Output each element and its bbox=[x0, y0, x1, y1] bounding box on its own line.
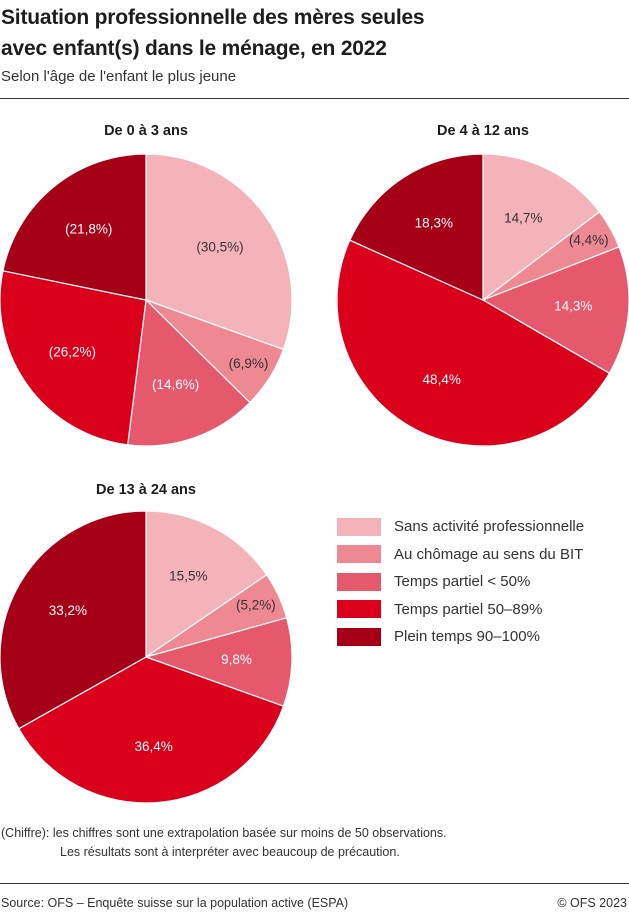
pie-slice bbox=[0, 270, 147, 446]
footer-divider bbox=[0, 883, 629, 884]
legend-label: Sans activité professionnelle bbox=[394, 518, 585, 535]
pie-slice-label: (6,9%) bbox=[229, 356, 269, 371]
pie-title-4-12: De 4 à 12 ans bbox=[437, 123, 529, 139]
pie-title-13-24: De 13 à 24 ans bbox=[96, 482, 196, 498]
pie-chart-0-3: (30,5%) (6,9%) (14,6%) (26,2%) (21,8%) bbox=[0, 153, 293, 447]
legend-item-partiel-lt50: Temps partiel < 50% bbox=[337, 569, 584, 594]
chart-title-line1: Situation professionnelle des mères seul… bbox=[1, 6, 425, 29]
pie-slice-label: (14,6%) bbox=[152, 377, 199, 392]
pie-slice-label: (30,5%) bbox=[196, 240, 243, 255]
legend-label: Au chômage au sens du BIT bbox=[394, 545, 584, 563]
footnote-line2: Les résultats sont à interpréter avec be… bbox=[60, 844, 400, 859]
legend-swatch bbox=[337, 600, 381, 618]
chart-title-line2: avec enfant(s) dans le ménage, en 2022 bbox=[1, 37, 387, 60]
legend-item-partiel-50-89: Temps partiel 50–89% bbox=[337, 597, 584, 622]
pie-slice-label: 36,4% bbox=[135, 739, 173, 754]
pie-slice bbox=[336, 239, 611, 447]
pie-slice bbox=[127, 298, 251, 447]
legend-swatch bbox=[337, 627, 381, 646]
legend-label: Plein temps 90–100% bbox=[394, 628, 540, 645]
copyright-text: © OFS 2023 bbox=[557, 896, 627, 910]
pie-slice bbox=[482, 153, 601, 302]
footnote: (Chiffre): les chiffres sont une extrapo… bbox=[1, 824, 447, 861]
header-divider bbox=[0, 98, 629, 99]
source-text: Source: OFS – Enquête suisse sur la popu… bbox=[1, 896, 349, 910]
chart-title: Situation professionnelle des mères seul… bbox=[1, 2, 621, 64]
pie-slice bbox=[17, 656, 285, 804]
pie-slice-label: (4,4%) bbox=[569, 232, 609, 247]
pie-slice-label: 14,7% bbox=[504, 211, 542, 226]
legend-item-chomage: Au chômage au sens du BIT bbox=[337, 542, 584, 567]
legend: Sans activité professionnelle Au chômage… bbox=[337, 514, 584, 652]
pie-slice-label: (5,2%) bbox=[236, 598, 276, 613]
pie-slice bbox=[0, 510, 147, 730]
chart-subtitle: Selon l'âge de l'enfant le plus jeune bbox=[1, 68, 237, 85]
pie-slice bbox=[145, 153, 293, 351]
pie-slice-label: 18,3% bbox=[415, 216, 453, 231]
legend-label: Temps partiel 50–89% bbox=[394, 600, 543, 618]
pie-slice-label: 33,2% bbox=[49, 603, 87, 618]
pie-slice-label: 15,5% bbox=[169, 569, 207, 584]
pie-slice-label: (21,8%) bbox=[65, 221, 112, 236]
legend-item-plein-temps: Plein temps 90–100% bbox=[337, 624, 584, 649]
pie-chart-13-24: 15,5% (5,2%) 9,8% 36,4% 33,2% bbox=[0, 510, 293, 804]
pie-slice bbox=[2, 153, 147, 301]
pie-title-0-3: De 0 à 3 ans bbox=[104, 123, 188, 139]
pie-slice-label: 48,4% bbox=[423, 372, 461, 387]
legend-swatch bbox=[337, 517, 381, 536]
legend-swatch bbox=[337, 572, 381, 591]
legend-label: Temps partiel < 50% bbox=[394, 573, 531, 590]
pie-slice-label: 14,3% bbox=[554, 299, 592, 314]
legend-swatch bbox=[337, 545, 381, 563]
pie-slice bbox=[349, 153, 484, 301]
pie-slice bbox=[144, 617, 293, 707]
pie-slice-label: (26,2%) bbox=[49, 344, 96, 359]
pie-slice-label: 9,8% bbox=[221, 652, 252, 667]
pie-slice bbox=[145, 510, 268, 659]
footnote-line1: (Chiffre): les chiffres sont une extrapo… bbox=[1, 826, 447, 840]
legend-item-sans-activite: Sans activité professionnelle bbox=[337, 514, 584, 539]
pie-chart-4-12: 14,7% (4,4%) 14,3% 48,4% 18,3% bbox=[336, 153, 629, 447]
